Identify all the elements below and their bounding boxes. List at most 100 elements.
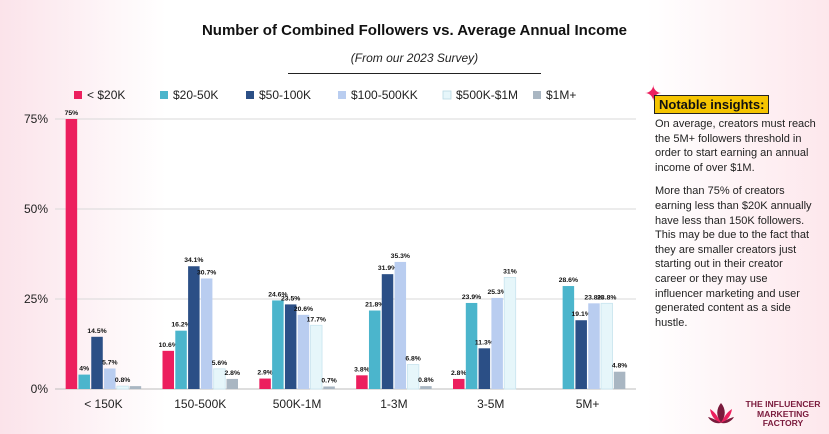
legend-label: < $20K [87,88,125,102]
data-label: 5.6% [212,360,228,367]
data-label: 4% [79,366,89,373]
data-label: 17.7% [307,316,326,323]
bar [491,297,503,389]
chart-subtitle: (From our 2023 Survey) [350,51,479,65]
x-tick-label: < 150K [84,397,122,411]
bar [65,119,78,389]
bar [104,368,116,389]
data-label: 34.1% [184,257,203,264]
bar [575,320,587,389]
bar [465,302,478,389]
bar [368,310,381,389]
bar [394,261,407,389]
y-tick-label: 0% [31,382,49,396]
data-label: 25.3% [488,289,507,296]
data-label: 4.8% [612,363,628,370]
bar [420,386,432,389]
data-label: 0.8% [418,377,434,384]
legend-label: $100-500KK [351,88,418,102]
data-label: 23.8% [597,294,616,301]
bar [188,266,200,389]
bar [381,274,394,389]
lotus-logo-icon [708,403,734,424]
bar [478,348,491,389]
legend-swatch [533,91,541,99]
data-label: 0.7% [321,377,337,384]
y-tick-label: 50% [24,202,48,216]
data-label: 24.6% [268,291,287,298]
data-label: 30.7% [197,269,216,276]
legend-label: $20-50K [173,88,218,102]
x-tick-label: 3-5M [477,397,504,411]
data-label: 0.8% [115,377,131,384]
data-label: 11.3% [475,339,494,346]
x-tick-label: 5M+ [576,397,600,411]
data-label: 31% [503,268,517,275]
data-label: 23.8% [584,294,603,301]
data-label: 23.5% [281,295,300,302]
y-tick-label: 25% [24,292,48,306]
chart-title: Number of Combined Followers vs. Average… [201,22,628,39]
brand-name-line-3: FACTORY [762,418,804,429]
subtitle-underline [288,73,541,74]
insight-paragraph-2: More than 75% of creators earning less t… [655,185,812,329]
legend-swatch [246,91,254,99]
bar [562,286,575,389]
data-label: 3.8% [354,366,370,373]
bar [453,378,465,389]
legend-swatch [160,91,168,99]
bar [297,314,310,389]
insight-paragraph-1: On average, creators must reach the 5M+ … [655,118,816,174]
data-label: 2.8% [451,370,467,377]
brand-name-line-2: MARKETING [756,408,810,419]
bar [600,302,613,390]
bar [162,350,174,389]
data-label: 16.2% [171,322,190,329]
bar [503,276,517,390]
data-label: 19.1% [572,311,591,318]
x-tick-label: 1-3M [380,397,407,411]
bar [613,371,626,389]
x-tick-label: 150-500K [174,397,226,411]
bar [213,368,226,390]
data-label: 20.6% [294,306,313,313]
data-label: 10.6% [159,342,178,349]
data-label: 2.9% [257,370,273,377]
bar [226,378,238,389]
bar [78,374,90,389]
bar [259,378,271,389]
legend-swatch [74,91,82,99]
bar [272,300,284,389]
legend-label: $500K-$1M [456,88,518,102]
brand-name-line-1: THE INFLUENCER [745,399,821,409]
y-tick-label: 75% [24,112,48,126]
data-label: 21.8% [365,302,384,309]
insights-heading: Notable insights: [654,95,770,114]
data-label: 6.8% [405,356,421,363]
legend-swatch [338,91,346,99]
bar [356,375,368,389]
bar [406,364,420,390]
bar [323,386,335,389]
bar [284,304,297,389]
bar [129,386,142,389]
data-label: 35.3% [391,253,410,260]
bar [310,324,323,390]
data-label: 28.6% [559,277,578,284]
brand-logo: THE INFLUENCER MARKETING FACTORY [707,399,827,431]
legend-label: $1M+ [546,88,576,102]
insights-text: On average, creators must reach the 5M+ … [655,117,817,339]
bar [175,330,187,389]
data-label: 5.7% [102,359,118,366]
brand-name: THE INFLUENCER MARKETING FACTORY [737,399,829,429]
data-label: 2.8% [225,370,241,377]
x-tick-label: 500K-1M [273,397,322,411]
bar [200,278,213,389]
bar [116,385,129,390]
data-label: 23.9% [462,294,481,301]
legend-swatch [442,90,452,100]
bar [588,303,600,389]
data-label: 31.9% [378,265,397,272]
legend-label: $50-100K [259,88,311,102]
